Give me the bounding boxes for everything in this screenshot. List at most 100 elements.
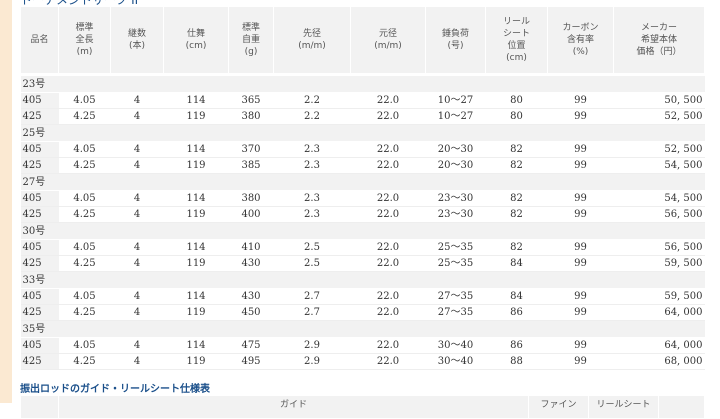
table-cell: 99 bbox=[547, 353, 614, 370]
table-cell: 4 bbox=[110, 108, 164, 125]
page-left-margin bbox=[0, 0, 12, 403]
table-cell: 4 bbox=[110, 190, 164, 207]
group-label: 27号 bbox=[20, 173, 705, 191]
column-header-line: メーカー bbox=[640, 23, 677, 33]
group-label: 23号 bbox=[20, 74, 705, 93]
table-cell: 2.3 bbox=[273, 190, 351, 207]
table-cell: 2.2 bbox=[273, 92, 351, 109]
table-row: 405 4.05 4 114 370 2.3 22.0 20〜30 82 99 52, 500 bbox=[20, 141, 705, 158]
table-cell: 370 bbox=[228, 141, 274, 158]
column-header-line: 標準 bbox=[241, 23, 260, 33]
group-row: 30号 bbox=[20, 222, 705, 240]
table-cell: 88 bbox=[485, 353, 548, 370]
group-row: 27号 bbox=[20, 173, 705, 191]
table-cell: 380 bbox=[228, 108, 274, 125]
table-cell: 50, 500 bbox=[613, 92, 705, 109]
table-cell: 99 bbox=[547, 239, 614, 256]
table-cell: 54, 500 bbox=[613, 190, 705, 207]
group-label: 30号 bbox=[20, 222, 705, 240]
table-cell: 2.5 bbox=[273, 255, 351, 272]
guide-column-header bbox=[20, 395, 59, 419]
table-cell: 4.05 bbox=[58, 141, 111, 158]
column-header: カーボン 含有率 (%) bbox=[547, 6, 614, 76]
column-header-line: 自重 bbox=[241, 35, 260, 45]
column-header-line: (m/m) bbox=[298, 41, 326, 51]
guide-column-header: ファイン bbox=[528, 395, 589, 419]
table-cell: 4.25 bbox=[58, 304, 111, 321]
table-cell: 2.7 bbox=[273, 304, 351, 321]
guide-header-row: ガイド ファイン リールシート bbox=[20, 395, 705, 419]
table-cell: 4 bbox=[110, 92, 164, 109]
table-cell: 114 bbox=[163, 239, 229, 256]
table-cell: 99 bbox=[547, 92, 614, 109]
guide-column-header: リールシート bbox=[588, 395, 659, 419]
table-cell: 82 bbox=[485, 141, 548, 158]
column-header-line: (本) bbox=[128, 41, 146, 51]
table-cell: 22.0 bbox=[350, 304, 426, 321]
table-cell: 2.5 bbox=[273, 239, 351, 256]
table-cell: 59, 500 bbox=[613, 255, 705, 272]
table-cell: 425 bbox=[20, 157, 59, 174]
table-cell: 68, 000 bbox=[613, 353, 705, 370]
table-cell: 25〜35 bbox=[425, 239, 486, 256]
table-cell: 119 bbox=[163, 206, 229, 223]
table-row: 425 4.25 4 119 430 2.5 22.0 25〜35 84 99 59, 500 bbox=[20, 255, 705, 272]
table-cell: 425 bbox=[20, 353, 59, 370]
spec-table: 品名 標準 全長 (m) 継数 (本) 仕舞 (cm) 標準 自重 (g) 先径 (m/m) 元径 (m/m… bbox=[20, 6, 705, 370]
column-header-line: 継数 bbox=[127, 29, 146, 39]
column-header-line: (%) bbox=[572, 47, 589, 57]
table-cell: 20〜30 bbox=[425, 141, 486, 158]
table-cell: 4 bbox=[110, 141, 164, 158]
column-header-line: 価格（円） bbox=[636, 47, 682, 57]
table-cell: 30〜40 bbox=[425, 353, 486, 370]
table-cell: 22.0 bbox=[350, 92, 426, 109]
table-cell: 4.25 bbox=[58, 108, 111, 125]
table-cell: 400 bbox=[228, 206, 274, 223]
table-cell: 114 bbox=[163, 288, 229, 305]
table-cell: 82 bbox=[485, 206, 548, 223]
table-cell: 59, 500 bbox=[613, 288, 705, 305]
table-cell: 4.05 bbox=[58, 337, 111, 354]
table-cell: 10〜27 bbox=[425, 92, 486, 109]
column-header-line: 先径 bbox=[302, 29, 321, 39]
table-cell: 385 bbox=[228, 157, 274, 174]
header-row: 品名 標準 全長 (m) 継数 (本) 仕舞 (cm) 標準 自重 (g) 先径 (m/m) 元径 (m/m… bbox=[20, 6, 705, 76]
table-cell: 114 bbox=[163, 190, 229, 207]
group-label: 35号 bbox=[20, 320, 705, 338]
table-row: 405 4.05 4 114 365 2.2 22.0 10〜27 80 99 50, 500 bbox=[20, 92, 705, 109]
table-cell: 495 bbox=[228, 353, 274, 370]
table-cell: 22.0 bbox=[350, 255, 426, 272]
table-cell: 99 bbox=[547, 190, 614, 207]
table-cell: 22.0 bbox=[350, 206, 426, 223]
column-header-line: (g) bbox=[244, 47, 258, 57]
column-header-line: 全長 bbox=[75, 35, 94, 45]
table-row: 425 4.25 4 119 380 2.2 22.0 10〜27 80 99 52, 500 bbox=[20, 108, 705, 125]
table-cell: 22.0 bbox=[350, 190, 426, 207]
table-cell: 23〜30 bbox=[425, 190, 486, 207]
table-cell: 2.3 bbox=[273, 206, 351, 223]
table-cell: 84 bbox=[485, 288, 548, 305]
table-cell: 4.25 bbox=[58, 255, 111, 272]
table-cell: 86 bbox=[485, 304, 548, 321]
table-cell: 20〜30 bbox=[425, 157, 486, 174]
table-cell: 2.9 bbox=[273, 353, 351, 370]
column-header-line: 希望本体 bbox=[640, 35, 677, 45]
guide-column-header: ガイド bbox=[58, 395, 529, 419]
group-label: 25号 bbox=[20, 124, 705, 142]
table-row: 425 4.25 4 119 385 2.3 22.0 20〜30 82 99 54, 500 bbox=[20, 157, 705, 174]
group-row: 35号 bbox=[20, 320, 705, 338]
column-header: 元径 (m/m) bbox=[350, 6, 426, 76]
table-cell: 23〜30 bbox=[425, 206, 486, 223]
guide-column-header bbox=[658, 395, 705, 419]
table-cell: 425 bbox=[20, 206, 59, 223]
table-cell: 22.0 bbox=[350, 239, 426, 256]
table-cell: 4 bbox=[110, 353, 164, 370]
column-header-line: (cm) bbox=[506, 53, 527, 63]
table-cell: 430 bbox=[228, 288, 274, 305]
table-cell: 56, 500 bbox=[613, 206, 705, 223]
table-cell: 99 bbox=[547, 206, 614, 223]
column-header-line: リール bbox=[502, 17, 530, 27]
table-cell: 99 bbox=[547, 141, 614, 158]
column-header: 仕舞 (cm) bbox=[163, 6, 229, 76]
table-cell: 64, 000 bbox=[613, 304, 705, 321]
